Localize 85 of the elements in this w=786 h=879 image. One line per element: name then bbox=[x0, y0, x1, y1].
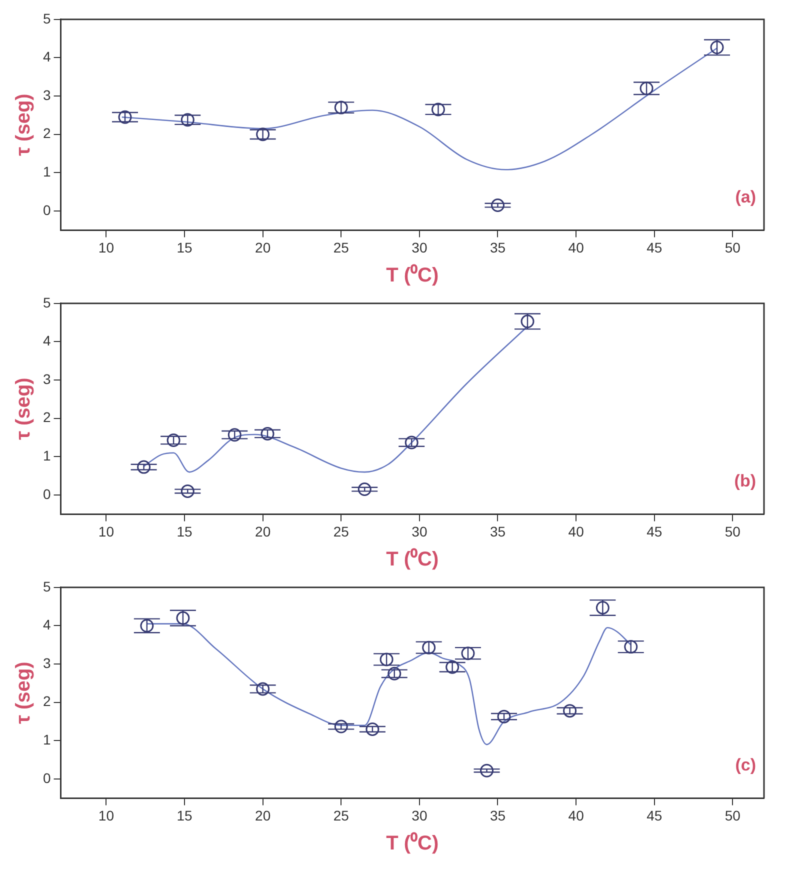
point bbox=[256, 682, 270, 696]
y-tick-label: 1 bbox=[42, 732, 51, 748]
point bbox=[256, 128, 270, 142]
point bbox=[180, 113, 194, 127]
point bbox=[334, 100, 348, 114]
point bbox=[118, 110, 132, 124]
point bbox=[176, 611, 190, 625]
point bbox=[404, 436, 418, 450]
x-tick-label: 30 bbox=[412, 807, 428, 824]
annotation: (c) bbox=[735, 755, 756, 774]
annotation: (b) bbox=[734, 471, 756, 490]
x-tick-label: 50 bbox=[724, 239, 741, 256]
y-tick-label: 2 bbox=[42, 693, 51, 710]
y-tick-label: 2 bbox=[42, 409, 51, 426]
point bbox=[180, 484, 194, 498]
x-tick-label: 45 bbox=[646, 239, 662, 256]
point bbox=[520, 314, 534, 328]
point bbox=[491, 198, 504, 212]
y-tick-label: 5 bbox=[42, 578, 51, 594]
y-tick-label: 4 bbox=[42, 48, 51, 65]
x-tick-label: 50 bbox=[724, 523, 741, 540]
x-tick-label: 15 bbox=[176, 239, 193, 256]
point bbox=[422, 640, 436, 654]
y-tick-label: 0 bbox=[42, 486, 51, 502]
point bbox=[710, 40, 724, 54]
x-tick-label: 20 bbox=[255, 807, 271, 824]
y-tick-label: 2 bbox=[42, 125, 51, 142]
point bbox=[480, 764, 494, 778]
x-tick-label: 15 bbox=[176, 807, 193, 824]
point bbox=[446, 660, 460, 674]
annotation: (a) bbox=[735, 187, 756, 206]
x-tick-label: 10 bbox=[98, 523, 114, 540]
x-tick-label: 35 bbox=[490, 807, 506, 824]
point bbox=[366, 722, 380, 736]
point bbox=[166, 433, 180, 447]
point bbox=[461, 646, 475, 660]
x-tick-label: 25 bbox=[333, 239, 350, 256]
point bbox=[431, 102, 445, 116]
y-tick-label: 3 bbox=[42, 86, 51, 103]
y-tick-label: 5 bbox=[42, 10, 51, 26]
x-tick-label: 30 bbox=[412, 239, 428, 256]
point bbox=[260, 426, 274, 440]
y-tick-label: 0 bbox=[42, 202, 51, 218]
x-tick-label: 15 bbox=[176, 523, 193, 540]
y-tick-label: 3 bbox=[42, 654, 51, 671]
x-tick-label: 35 bbox=[490, 239, 506, 256]
point bbox=[497, 710, 511, 724]
y-axis-title: τ (seg) bbox=[12, 94, 35, 156]
x-tick-label: 40 bbox=[568, 239, 584, 256]
x-tick-label: 25 bbox=[333, 807, 350, 824]
x-axis-title: T (⁰C) bbox=[386, 832, 439, 855]
x-tick-label: 35 bbox=[490, 523, 506, 540]
y-tick-label: 1 bbox=[42, 164, 51, 180]
point bbox=[596, 600, 610, 614]
x-tick-label: 20 bbox=[255, 239, 271, 256]
x-tick-label: 45 bbox=[646, 523, 662, 540]
point bbox=[140, 618, 154, 632]
y-tick-label: 5 bbox=[42, 294, 51, 310]
x-axis-title: T (⁰C) bbox=[386, 548, 439, 571]
y-tick-label: 4 bbox=[42, 616, 51, 633]
point bbox=[334, 720, 348, 734]
point bbox=[380, 652, 394, 666]
x-tick-label: 10 bbox=[98, 239, 114, 256]
point bbox=[624, 640, 638, 654]
point bbox=[358, 482, 372, 496]
x-axis-title: T (⁰C) bbox=[386, 264, 439, 287]
x-tick-label: 40 bbox=[568, 523, 584, 540]
x-tick-label: 40 bbox=[568, 807, 584, 824]
x-tick-label: 10 bbox=[98, 807, 114, 824]
point bbox=[640, 82, 654, 96]
point bbox=[228, 428, 242, 442]
point bbox=[388, 666, 402, 680]
x-tick-label: 30 bbox=[412, 523, 428, 540]
x-tick-label: 20 bbox=[255, 523, 271, 540]
y-tick-label: 1 bbox=[42, 448, 51, 464]
x-tick-label: 50 bbox=[724, 807, 741, 824]
x-tick-label: 25 bbox=[333, 523, 350, 540]
y-tick-label: 0 bbox=[42, 770, 51, 786]
y-axis-title: τ (seg) bbox=[12, 378, 35, 440]
x-tick-label: 45 bbox=[646, 807, 662, 824]
y-tick-label: 4 bbox=[42, 332, 51, 349]
y-axis-title: τ (seg) bbox=[12, 662, 35, 724]
point bbox=[563, 704, 577, 718]
point bbox=[137, 460, 151, 474]
y-tick-label: 3 bbox=[42, 370, 51, 387]
